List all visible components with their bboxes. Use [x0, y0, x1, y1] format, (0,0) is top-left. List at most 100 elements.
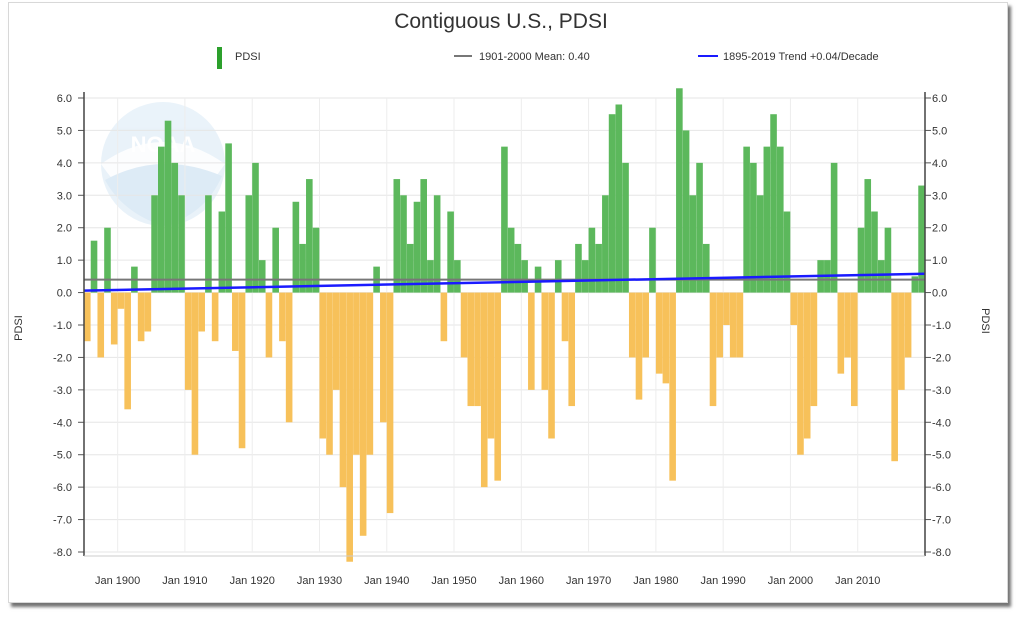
- y-tick-label-left: -6.0: [53, 482, 72, 494]
- y-axis-title-left: PDSI: [13, 315, 25, 341]
- pdsi-bar: [184, 292, 192, 390]
- legend: PDSI 1901-2000 Mean: 0.40 1895-2019 Tren…: [217, 47, 879, 69]
- y-tick-label-left: -4.0: [53, 417, 72, 429]
- x-tick-label: Jan 2010: [835, 575, 880, 587]
- pdsi-bar: [548, 292, 555, 439]
- pdsi-bar: [743, 146, 750, 293]
- y-tick-label-right: -1.0: [932, 320, 951, 332]
- pdsi-bar: [346, 292, 353, 562]
- pdsi-bar: [850, 292, 858, 407]
- pdsi-bar: [803, 292, 811, 439]
- y-tick-label-right: 0.0: [932, 288, 947, 300]
- pdsi-bar: [750, 162, 757, 293]
- pdsi-bar: [353, 292, 360, 455]
- pdsi-bar: [898, 292, 905, 390]
- chart-title: Contiguous U.S., PDSI: [394, 10, 608, 33]
- legend-label-trend: 1895-2019 Trend +0.04/Decade: [723, 51, 879, 63]
- legend-item-trend[interactable]: 1895-2019 Trend +0.04/Decade: [698, 51, 879, 63]
- pdsi-bar: [326, 292, 333, 455]
- pdsi-bar: [400, 195, 407, 293]
- pdsi-bar: [279, 292, 286, 342]
- y-tick-label-left: -7.0: [53, 515, 72, 527]
- pdsi-bar: [299, 243, 306, 293]
- x-tick-label: Jan 1930: [297, 575, 342, 587]
- legend-label-pdsi: PDSI: [235, 51, 261, 63]
- pdsi-bar: [602, 195, 609, 293]
- pdsi-bar: [312, 227, 320, 293]
- pdsi-bar: [756, 195, 764, 293]
- legend-label-mean: 1901-2000 Mean: 0.40: [479, 51, 590, 63]
- pdsi-bar: [877, 260, 885, 293]
- pdsi-bar: [380, 292, 387, 423]
- x-tick-label: Jan 2000: [768, 575, 813, 587]
- y-tick-label-right: -6.0: [932, 482, 951, 494]
- pdsi-bar: [736, 292, 744, 358]
- pdsi-bar: [413, 201, 421, 293]
- y-axis-title-right: PDSI: [979, 308, 991, 334]
- y-tick-label-left: -1.0: [53, 320, 72, 332]
- y-tick-label-right: -5.0: [932, 450, 951, 462]
- pdsi-bar: [245, 195, 253, 293]
- pdsi-bar: [628, 292, 636, 358]
- pdsi-bar: [191, 292, 199, 455]
- pdsi-bar: [615, 104, 623, 293]
- x-tick-label: Jan 1940: [364, 575, 409, 587]
- pdsi-bar: [649, 227, 656, 293]
- x-tick-label: Jan 1910: [162, 575, 207, 587]
- pdsi-bar: [393, 179, 401, 293]
- pdsi-bar: [709, 292, 717, 407]
- pdsi-bar: [84, 292, 91, 342]
- y-tick-label-right: 2.0: [932, 223, 947, 235]
- pdsi-bar: [911, 276, 919, 293]
- pdsi-bar: [702, 243, 710, 293]
- pdsi-bar: [366, 292, 374, 455]
- x-tick-label: Jan 1950: [431, 575, 476, 587]
- pdsi-bar: [857, 227, 865, 293]
- pdsi-bar: [716, 292, 724, 358]
- pdsi-bar: [494, 292, 502, 481]
- y-tick-label-right: -2.0: [932, 352, 951, 364]
- pdsi-bar: [198, 292, 205, 332]
- pdsi-bar: [467, 292, 475, 407]
- pdsi-bar: [171, 162, 179, 293]
- pdsi-bar: [501, 146, 508, 293]
- x-tick-label: Jan 1920: [230, 575, 275, 587]
- pdsi-bar: [487, 292, 495, 439]
- pdsi-bar: [844, 292, 851, 358]
- pdsi-bar: [110, 292, 118, 345]
- pdsi-bar: [776, 146, 784, 293]
- pdsi-bar: [528, 292, 535, 390]
- pdsi-bar: [676, 88, 683, 293]
- pdsi-bar: [884, 227, 892, 293]
- legend-item-mean[interactable]: 1901-2000 Mean: 0.40: [454, 51, 590, 63]
- y-tick-label-left: -2.0: [53, 352, 72, 364]
- pdsi-bar: [178, 195, 185, 293]
- legend-item-pdsi[interactable]: PDSI: [217, 47, 261, 69]
- pdsi-bar: [891, 292, 898, 462]
- pdsi-bar: [144, 292, 152, 332]
- pdsi-bar: [581, 260, 589, 293]
- y-tick-label-left: 4.0: [57, 158, 72, 170]
- pdsi-bar: [507, 227, 515, 293]
- pdsi-bar: [635, 292, 643, 400]
- pdsi-bar: [339, 292, 347, 488]
- pdsi-bar: [642, 292, 650, 358]
- pdsi-bar: [790, 292, 798, 325]
- pdsi-bar: [211, 292, 219, 342]
- pdsi-bar: [454, 260, 461, 293]
- pdsi-bar: [433, 195, 441, 293]
- legend-swatch-pdsi: [217, 47, 222, 69]
- y-tick-label-right: 4.0: [932, 158, 947, 170]
- pdsi-bar: [97, 292, 105, 358]
- pdsi-bar: [554, 260, 562, 293]
- pdsi-bar: [447, 211, 454, 293]
- pdsi-bar: [158, 146, 165, 293]
- y-tick-label-right: -3.0: [932, 385, 951, 397]
- pdsi-bar: [238, 292, 246, 449]
- pdsi-bar: [292, 201, 300, 293]
- pdsi-bar: [406, 243, 414, 293]
- pdsi-bar: [783, 211, 791, 293]
- bars: [84, 88, 925, 562]
- y-tick-label-left: -5.0: [53, 450, 72, 462]
- pdsi-bar: [124, 292, 131, 410]
